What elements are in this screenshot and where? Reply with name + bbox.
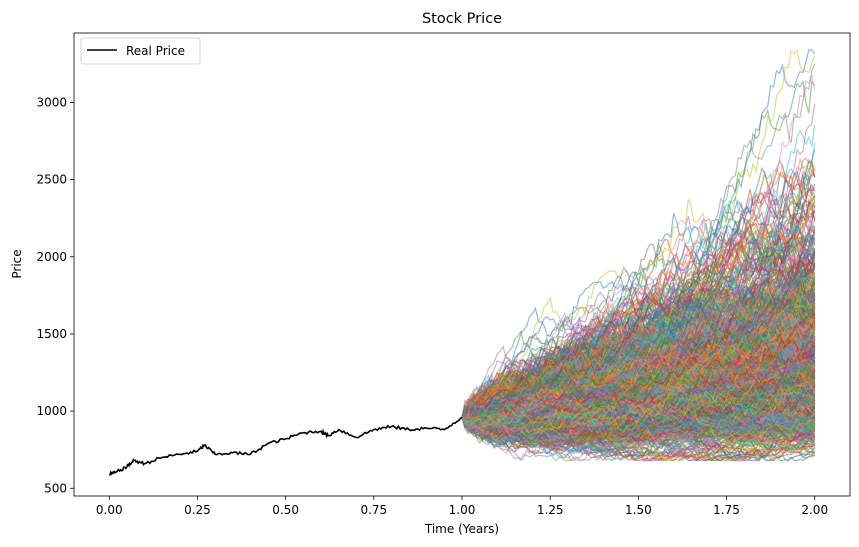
simulation-path [461,63,816,418]
x-axis-ticks: 0.00 0.25 0.50 0.75 1.00 1.25 1.50 1.75 2.00 [96,496,828,517]
simulation-path [461,407,815,462]
simulation-path [461,301,815,418]
simulation-path [461,49,816,418]
legend-label-real-price: Real Price [126,44,185,58]
x-tick-label: 1.00 [449,503,476,517]
y-axis-label: Price [10,249,24,278]
simulation-path [461,278,816,422]
simulation-path [461,48,816,418]
simulation-path [461,403,816,451]
simulation-path [461,363,815,429]
real-price-line [108,416,463,476]
y-tick-label: 2500 [36,173,67,187]
simulation-path [461,157,816,418]
x-tick-label: 0.75 [360,503,387,517]
simulation-path [461,387,816,435]
y-axis-ticks: 500 1000 1500 2000 2500 3000 [36,95,74,495]
x-tick-label: 1.75 [713,503,740,517]
simulation-path [461,401,815,445]
y-tick-label: 1500 [36,327,67,341]
simulation-path [461,383,815,439]
x-tick-label: 0.50 [272,503,299,517]
simulation-path [461,237,815,419]
y-tick-label: 2000 [36,250,67,264]
x-tick-label: 1.25 [537,503,564,517]
simulation-path [461,249,816,418]
legend-box [80,37,201,65]
x-tick-label: 1.50 [625,503,652,517]
y-tick-label: 3000 [36,95,67,109]
simulation-path [461,416,816,456]
x-tick-label: 2.00 [801,503,828,517]
y-tick-label: 1000 [36,404,67,418]
simulation-paths [461,48,816,462]
real-price-series [108,416,463,476]
x-axis-label: Time (Years) [424,522,499,536]
simulation-path [461,335,816,422]
simulation-path [461,336,816,427]
y-tick-label: 500 [44,481,67,495]
simulation-path [461,298,816,422]
x-tick-label: 0.00 [96,503,123,517]
x-tick-label: 0.25 [184,503,211,517]
chart-title: Stock Price [422,11,502,27]
legend: Real Price [80,37,201,65]
simulation-path [461,278,816,423]
